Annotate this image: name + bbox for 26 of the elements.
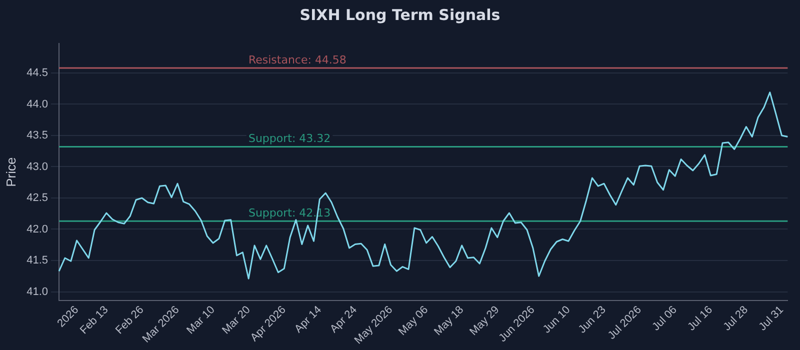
y-tick-label: 44.0 [26,98,48,110]
x-tick-label: Jun 10 [540,304,573,336]
x-tick-label: Jul 28 [721,304,750,334]
x-tick-label: Apr 14 [292,304,324,336]
x-tick-label: Jun 23 [576,304,608,336]
y-tick-label: 43.5 [26,130,48,142]
x-tick-label: May 18 [432,304,466,338]
y-tick-label: 43.0 [26,160,48,173]
x-tick-label: Mar 10 [184,304,218,337]
x-tick-label: Jul 06 [650,304,680,334]
y-tick-label: 44.5 [26,67,48,80]
ref-line-label: Resistance: 44.58 [248,53,346,66]
x-tick-label: May 06 [396,304,431,338]
y-tick-label: 41.0 [26,286,48,298]
y-tick-label: 42.0 [26,223,48,236]
x-tick-label: Feb 26 [114,304,146,337]
x-tick-label: Mar 20 [220,304,253,337]
ref-line-label: Support: 43.32 [248,132,331,146]
x-tick-label: Feb 13 [78,304,111,337]
x-tick-label: Jul 31 [756,304,786,334]
x-tick-label: Jul 16 [686,304,715,334]
x-tick-label: Apr 24 [328,304,360,336]
chart-title: SIXH Long Term Signals [298,6,502,24]
y-tick-label: 42.5 [26,192,48,204]
y-tick-label: 41.5 [26,254,48,267]
y-axis-title: Price [3,157,18,187]
